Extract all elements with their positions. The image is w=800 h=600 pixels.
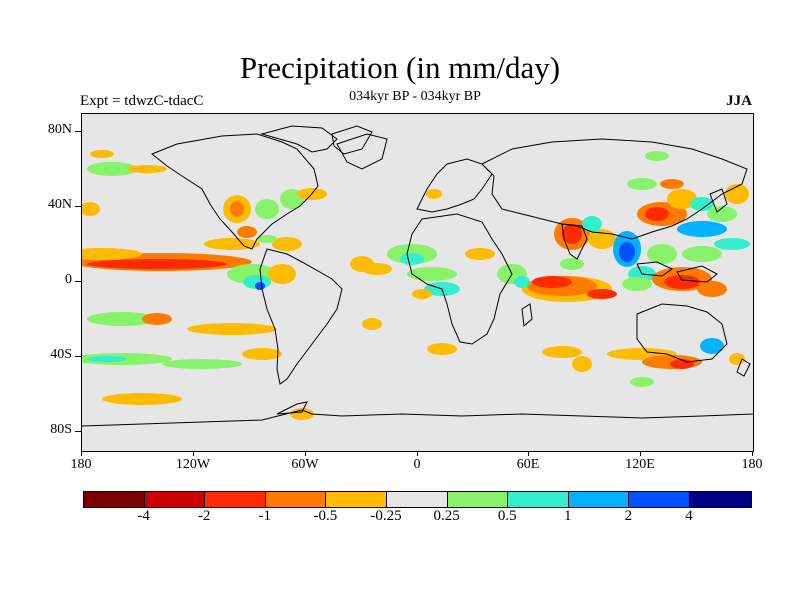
y-tick xyxy=(75,431,81,432)
colorbar-label: -1 xyxy=(258,508,272,524)
x-tick xyxy=(193,451,194,456)
x-tick-label: 180 xyxy=(741,457,763,472)
colorbar-label: 1 xyxy=(564,508,572,524)
time-period-label: 034kyr BP - 034kyr BP xyxy=(349,89,481,104)
y-tick-label: 80N xyxy=(47,122,72,137)
colorbar-swatch xyxy=(326,492,387,507)
y-tick xyxy=(75,131,81,132)
x-tick xyxy=(528,451,529,456)
x-tick xyxy=(417,451,418,456)
colorbar-swatch xyxy=(205,492,266,507)
y-tick-label: 80S xyxy=(50,422,72,437)
y-tick-label: 40S xyxy=(50,347,72,362)
colorbar-swatch xyxy=(386,492,448,507)
x-tick-label: 120W xyxy=(175,457,211,472)
colorbar-swatch xyxy=(689,492,751,507)
y-tick xyxy=(75,206,81,207)
x-tick-label: 60E xyxy=(516,457,540,472)
y-tick xyxy=(75,356,81,357)
season-label: JJA xyxy=(726,93,752,109)
map-field-svg xyxy=(82,125,753,427)
colorbar-label: 2 xyxy=(624,508,633,524)
colorbar-swatch xyxy=(508,492,569,507)
experiment-label: Expt = tdwzC-tdacC xyxy=(80,93,204,109)
coastlines xyxy=(82,125,753,427)
colorbar-swatch xyxy=(265,492,327,507)
colorbar-label: 0.25 xyxy=(433,508,460,524)
colorbar-swatch xyxy=(568,492,630,507)
colorbar-label: -0.5 xyxy=(313,508,338,524)
x-tick-label: 0 xyxy=(413,457,421,472)
y-tick-label: 0 xyxy=(65,272,72,287)
y-tick-label: 40N xyxy=(47,197,72,212)
colorbar-label: -4 xyxy=(137,508,150,524)
x-tick xyxy=(640,451,641,456)
x-tick xyxy=(81,451,82,456)
colorbar-label: 4 xyxy=(685,508,693,524)
y-tick xyxy=(75,281,81,282)
chart-title: Precipitation (in mm/day) xyxy=(239,50,561,85)
anomaly-patches xyxy=(82,150,750,420)
colorbar-swatch xyxy=(629,492,690,507)
colorbar-swatch xyxy=(144,492,206,507)
x-tick xyxy=(305,451,306,456)
x-tick-label: 180 xyxy=(70,457,92,472)
map-panel xyxy=(81,113,754,452)
colorbar-label: 0.5 xyxy=(497,508,517,524)
colorbar-swatch xyxy=(447,492,509,507)
colorbar-label: -2 xyxy=(197,508,211,524)
colorbar-swatch xyxy=(84,492,145,507)
x-tick-label: 60W xyxy=(291,457,319,472)
x-tick xyxy=(752,451,753,456)
x-tick-label: 120E xyxy=(625,457,655,472)
colorbar xyxy=(83,491,752,508)
colorbar-label: -0.25 xyxy=(370,508,402,524)
